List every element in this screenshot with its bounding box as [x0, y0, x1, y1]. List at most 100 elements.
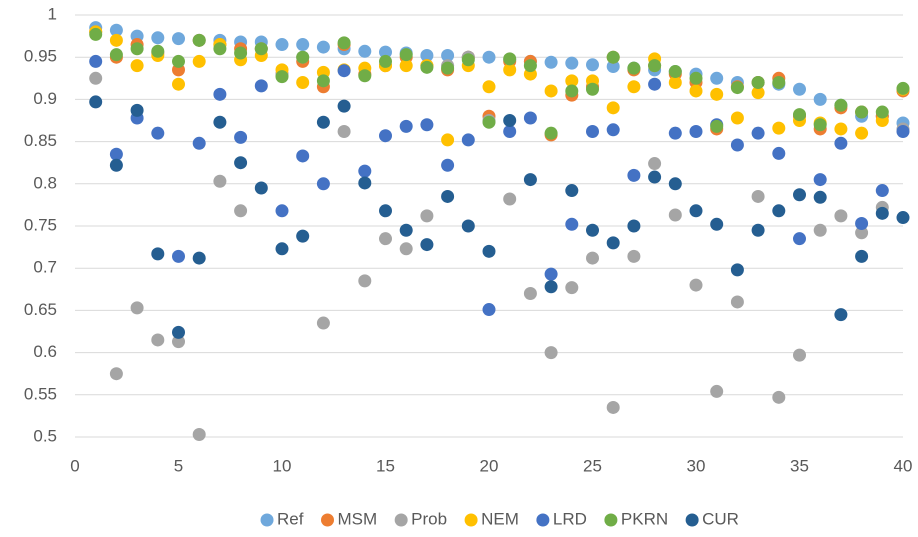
data-point [399, 223, 413, 237]
data-point [151, 126, 165, 140]
data-point [192, 427, 206, 441]
data-point [565, 56, 579, 70]
data-point [689, 204, 703, 218]
y-tick-label: 0.65 [24, 300, 57, 319]
data-point [544, 55, 558, 69]
data-point [379, 45, 392, 59]
data-point [358, 44, 372, 58]
data-point [420, 49, 434, 63]
data-point [648, 157, 662, 171]
data-point [213, 174, 227, 188]
data-point [875, 184, 889, 198]
data-point [730, 263, 744, 277]
data-point [420, 60, 434, 74]
y-tick-label: 0.8 [33, 173, 57, 192]
data-point [399, 242, 413, 256]
data-point [172, 249, 185, 263]
data-point [565, 281, 579, 295]
data-point [358, 176, 372, 190]
data-point [813, 173, 827, 187]
legend-label: NEM [481, 509, 519, 528]
data-point [503, 192, 517, 206]
data-point [109, 23, 123, 37]
data-point [109, 147, 123, 161]
data-point [544, 84, 558, 98]
data-point [234, 156, 248, 170]
data-point [441, 158, 455, 172]
data-point [420, 238, 434, 252]
data-point [192, 33, 206, 47]
y-tick-label: 0.75 [24, 215, 57, 234]
data-point [896, 211, 910, 225]
data-point [689, 71, 703, 85]
data-point [192, 251, 206, 265]
data-point [441, 189, 455, 203]
data-point [316, 40, 330, 54]
data-point [275, 70, 289, 84]
data-point [358, 274, 372, 288]
data-point [772, 76, 786, 90]
data-point [606, 59, 620, 73]
data-point [813, 190, 827, 204]
x-tick-label: 15 [376, 456, 395, 475]
data-point [793, 348, 806, 362]
data-point [730, 81, 744, 95]
data-point [151, 247, 165, 261]
data-point [441, 61, 455, 75]
data-point [772, 146, 786, 160]
data-point [379, 204, 392, 218]
data-point [772, 121, 786, 135]
data-point [751, 76, 765, 90]
data-point [213, 42, 227, 56]
data-point [234, 204, 248, 218]
data-point [109, 33, 123, 47]
data-point [772, 204, 786, 218]
data-point [793, 82, 806, 96]
legend-label: CUR [702, 509, 739, 528]
data-point [109, 48, 123, 62]
data-point [813, 92, 827, 106]
data-point [855, 249, 869, 263]
data-point [337, 64, 351, 78]
data-point [89, 95, 103, 109]
data-point [710, 87, 724, 101]
data-point [834, 136, 848, 150]
data-point [172, 77, 185, 91]
data-point [399, 59, 413, 73]
data-point [172, 335, 185, 349]
data-point [461, 219, 475, 233]
data-point [751, 223, 765, 237]
data-point [192, 136, 206, 150]
data-point [316, 115, 330, 129]
data-point [668, 208, 682, 222]
data-point [586, 223, 599, 237]
data-point [668, 177, 682, 191]
data-point [730, 138, 744, 152]
data-point [793, 188, 806, 202]
data-point [875, 105, 889, 119]
data-point [648, 59, 662, 73]
data-point [689, 124, 703, 138]
data-point [648, 77, 662, 91]
data-point [316, 316, 330, 330]
data-point [627, 168, 641, 182]
data-point [379, 54, 392, 68]
data-point [109, 367, 123, 381]
data-point [751, 126, 765, 140]
data-point [461, 133, 475, 147]
data-point [648, 170, 662, 184]
data-point [420, 209, 434, 223]
data-point [254, 79, 268, 93]
data-point [606, 50, 620, 64]
data-point [834, 122, 848, 136]
data-point [565, 84, 579, 98]
data-point [296, 229, 310, 243]
data-point [606, 236, 620, 250]
data-point [358, 164, 372, 178]
data-point [503, 124, 517, 138]
legend-label: Ref [277, 509, 304, 528]
data-point [627, 80, 641, 94]
data-point [130, 42, 144, 56]
data-point [337, 36, 351, 50]
data-point [296, 76, 310, 90]
